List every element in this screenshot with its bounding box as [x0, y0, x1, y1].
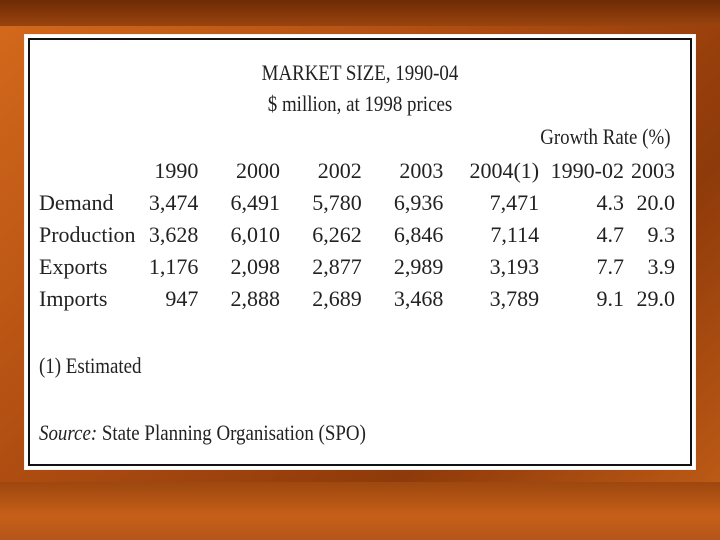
- column-header: 2003: [399, 158, 444, 183]
- table-row: Imports 947 2,888 2,689 3,468 3,789 9.1 …: [39, 283, 675, 315]
- table-cell: 947: [165, 286, 199, 311]
- table-cell: 4.3: [596, 190, 624, 215]
- column-header: 2004(1): [469, 158, 540, 183]
- row-label: Production: [39, 222, 136, 247]
- table-row: Production 3,628 6,010 6,262 6,846 7,114…: [39, 219, 675, 251]
- table-cell: 2,098: [230, 254, 281, 279]
- table-image-border: [28, 38, 692, 466]
- table-subtitle: $ million, at 1998 prices: [267, 91, 453, 116]
- table-cell: 7,114: [490, 222, 540, 247]
- table-cell: 3,468: [393, 286, 444, 311]
- source-note: Source: State Planning Organisation (SPO…: [39, 420, 366, 446]
- table-cell: 3,193: [489, 254, 540, 279]
- table-cell: 1,176: [148, 254, 199, 279]
- table-cell: 2,689: [312, 286, 362, 311]
- table-cell: 3.9: [647, 254, 676, 279]
- table-cell: 9.1: [596, 286, 624, 311]
- table-cell: 6,846: [393, 222, 444, 247]
- column-header: 2000: [236, 158, 281, 183]
- table-cell: 3,789: [489, 286, 540, 311]
- table-cell: 7.7: [596, 254, 624, 279]
- table-cell: 6,010: [230, 222, 281, 247]
- column-header: 2003: [631, 158, 675, 183]
- bottom-decorative-band: [0, 482, 720, 540]
- table-cell: 5,780: [312, 190, 362, 215]
- table-cell: 9.3: [647, 222, 676, 247]
- row-label: Demand: [39, 190, 114, 215]
- table-cell: 6,262: [312, 222, 362, 247]
- table-header-row: 1990 2000 2002 2003 2004(1) 1990-02 2003: [39, 155, 675, 187]
- table-row: Demand 3,474 6,491 5,780 6,936 7,471 4.3…: [39, 187, 675, 219]
- table-image-frame: MARKET SIZE, 1990-04 $ million, at 1998 …: [24, 34, 696, 470]
- table-cell: 2,877: [312, 254, 362, 279]
- market-size-table: 1990 2000 2002 2003 2004(1) 1990-02 2003…: [39, 155, 675, 315]
- column-header: 1990-02: [550, 158, 624, 183]
- top-decorative-band: [0, 0, 720, 26]
- table-cell: 6,491: [230, 190, 281, 215]
- table-cell: 3,628: [148, 222, 199, 247]
- row-label: Imports: [39, 286, 108, 311]
- source-label: Source:: [39, 420, 98, 445]
- table-cell: 4.7: [596, 222, 624, 247]
- table-title: MARKET SIZE, 1990-04: [261, 60, 459, 85]
- column-header: 1990: [154, 158, 199, 183]
- table-cell: 2,989: [393, 254, 444, 279]
- table-cell: 29.0: [636, 286, 676, 311]
- table-row: Exports 1,176 2,098 2,877 2,989 3,193 7.…: [39, 251, 675, 283]
- table-cell: 2,888: [230, 286, 281, 311]
- column-header: [39, 155, 149, 187]
- column-header: 2002: [317, 158, 362, 183]
- source-text: State Planning Organisation (SPO): [97, 420, 366, 445]
- row-label: Exports: [39, 254, 108, 279]
- growth-rate-header: Growth Rate (%): [540, 124, 671, 149]
- table-cell: 7,471: [489, 190, 540, 215]
- table-cell: 20.0: [636, 190, 676, 215]
- table-cell: 3,474: [148, 190, 199, 215]
- table-cell: 6,936: [393, 190, 444, 215]
- footnote: (1) Estimated: [39, 353, 142, 378]
